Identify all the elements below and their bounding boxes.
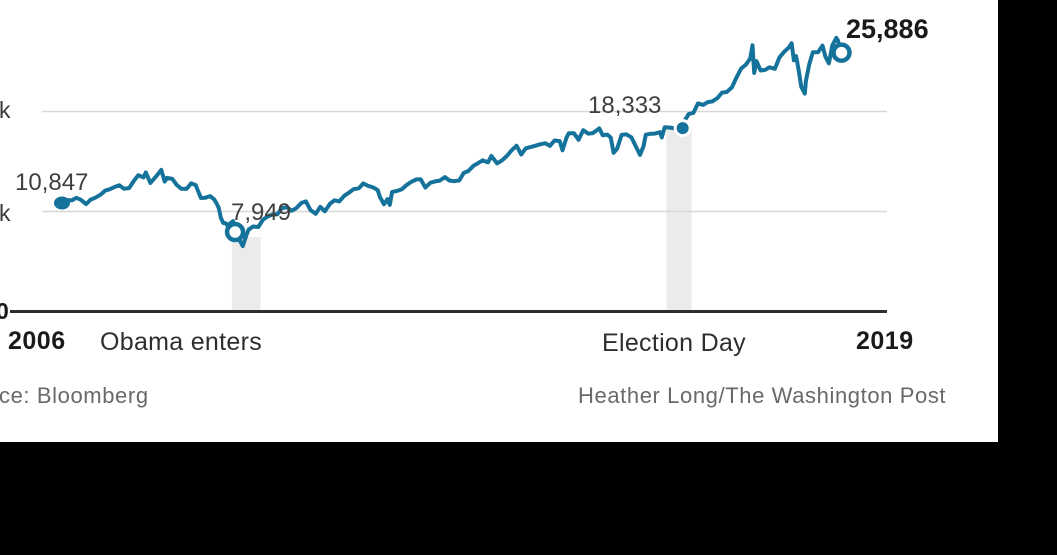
x-label-2006: 2006 (8, 327, 66, 355)
source-credit: ce: Bloomberg (0, 383, 149, 408)
dow-series-path (60, 35, 844, 248)
y-tick-10k: k (0, 200, 11, 226)
data-point-markers (54, 42, 852, 243)
annotation-election-day: Election Day (602, 329, 746, 357)
marker-10847 (54, 196, 70, 210)
x-label-2019: 2019 (856, 327, 914, 355)
marker-25886 (831, 42, 852, 63)
value-label-election: 18,333 (588, 92, 662, 119)
y-tick-20k: k (0, 97, 11, 123)
y-tick-0: 0 (0, 298, 9, 324)
author-credit: Heather Long/The Washington Post (578, 383, 947, 408)
value-label-trough: 7,949 (231, 199, 292, 226)
value-label-end: 25,886 (846, 14, 929, 44)
letterbox-bottom (0, 442, 1057, 555)
obama-enters-band (231, 237, 261, 312)
gridlines (42, 110, 887, 213)
election-day-band (666, 128, 692, 312)
chart-plot-area: k k 0 10,847 7,949 18,333 25,886 2006 Ob… (0, 0, 998, 442)
value-label-start: 10,847 (15, 169, 89, 196)
dow-line-chart (10, 35, 887, 313)
marker-7949 (224, 221, 246, 243)
annotation-obama-enters: Obama enters (100, 328, 263, 356)
highlight-bands (231, 128, 692, 312)
price-line (60, 35, 844, 248)
marker-18333 (673, 119, 692, 138)
